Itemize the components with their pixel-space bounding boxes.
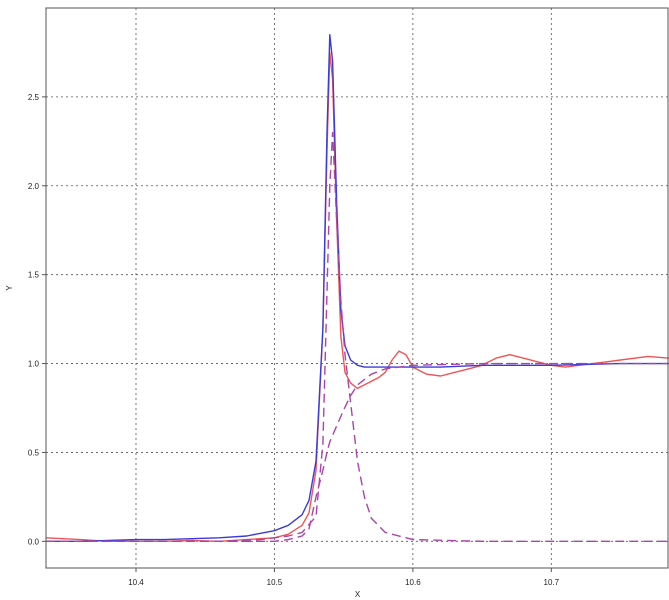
series-line-3 xyxy=(46,131,669,542)
x-tick-label: 10.4 xyxy=(128,578,144,587)
y-tick-label: 1.0 xyxy=(28,360,40,369)
series-layer xyxy=(46,34,669,542)
ticks: 10.4 10.5 10.6 10.7 0.0 0.5 1.0 1.5 2.0 2.5 xyxy=(28,93,560,587)
x-tick-label: 10.6 xyxy=(405,578,421,587)
y-tick-label: 2.0 xyxy=(28,182,40,191)
series-line-4 xyxy=(46,362,669,542)
x-tick-label: 10.5 xyxy=(267,578,283,587)
plot-frame xyxy=(45,7,669,569)
y-axis-title: Y xyxy=(5,285,14,291)
y-tick-label: 2.5 xyxy=(28,93,40,102)
x-axis-title: X xyxy=(355,590,361,599)
grid xyxy=(46,8,669,568)
y-tick-label: 0.5 xyxy=(28,448,40,457)
y-tick-label: 0.0 xyxy=(28,537,40,546)
series-line-1 xyxy=(46,51,669,542)
x-tick-label: 10.7 xyxy=(544,578,560,587)
series-line-2 xyxy=(46,34,669,542)
y-tick-label: 1.5 xyxy=(28,271,40,280)
